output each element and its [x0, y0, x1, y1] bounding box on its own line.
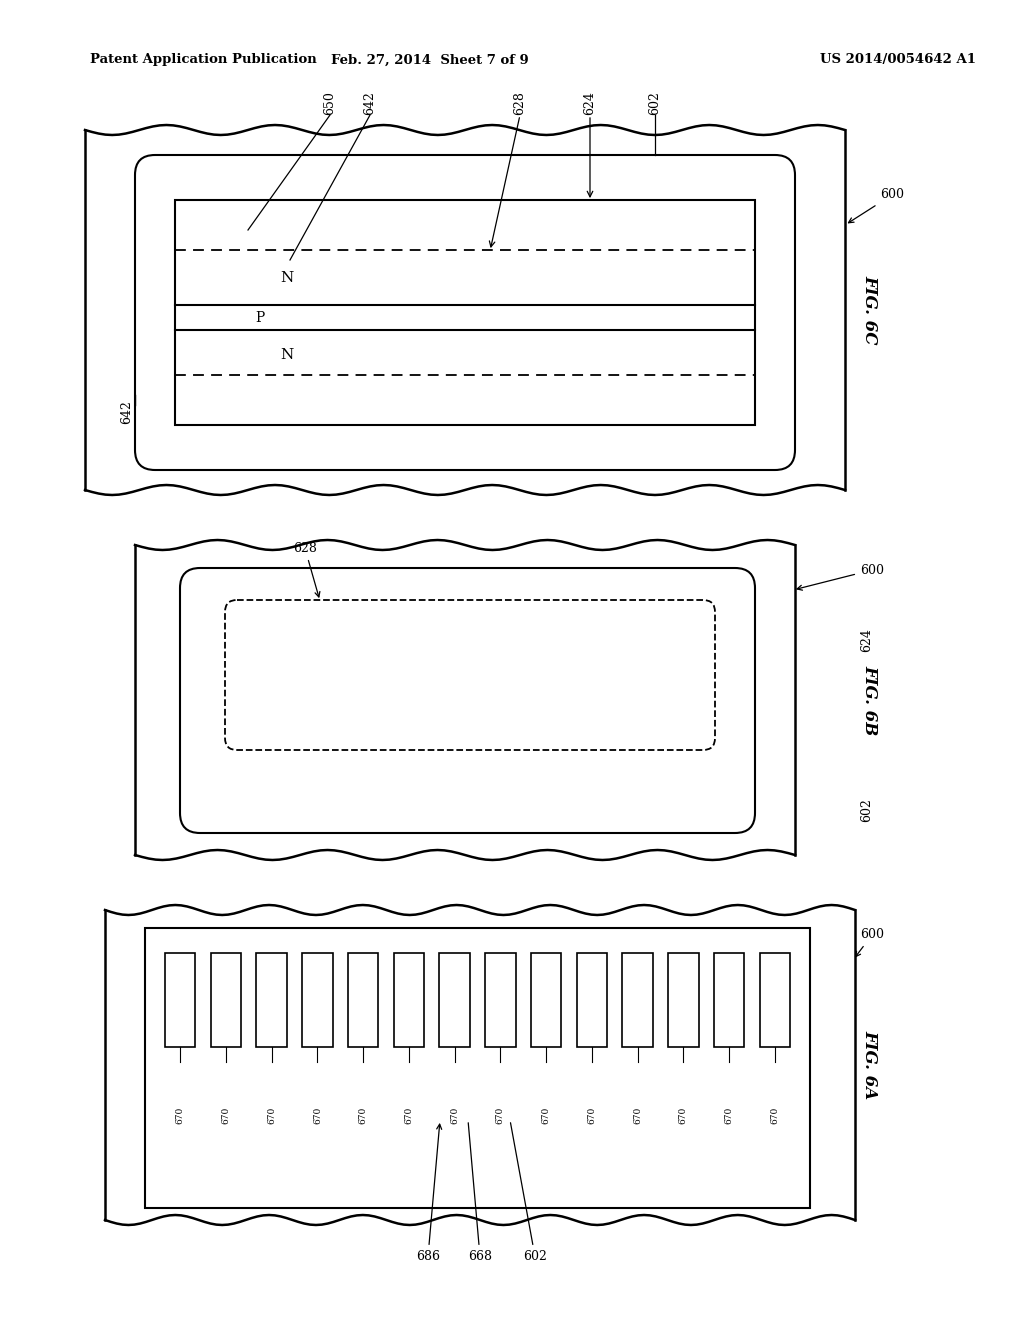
Text: 668: 668	[468, 1123, 492, 1263]
Text: 624: 624	[584, 91, 597, 115]
Text: P: P	[255, 312, 264, 325]
Text: 670: 670	[313, 1106, 322, 1123]
Bar	[256, 953, 287, 1047]
Text: 602: 602	[860, 799, 873, 822]
Text: 670: 670	[221, 1106, 230, 1123]
Text: 670: 670	[770, 1106, 779, 1123]
Text: 670: 670	[496, 1106, 505, 1123]
Text: N: N	[280, 271, 293, 285]
Bar	[348, 953, 379, 1047]
Bar	[623, 953, 653, 1047]
Text: 670: 670	[542, 1106, 551, 1123]
Bar	[175, 201, 755, 425]
Text: 670: 670	[633, 1106, 642, 1123]
Text: Patent Application Publication: Patent Application Publication	[90, 54, 316, 66]
Text: 602: 602	[511, 1123, 547, 1263]
Bar	[485, 953, 516, 1047]
Bar	[165, 953, 196, 1047]
Bar	[577, 953, 607, 1047]
Text: FIG. 6B: FIG. 6B	[861, 665, 879, 735]
Bar	[302, 953, 333, 1047]
Text: 686: 686	[416, 1125, 441, 1263]
Bar	[145, 928, 810, 1208]
Text: N: N	[280, 348, 293, 362]
Text: 624: 624	[860, 628, 873, 652]
Text: 670: 670	[451, 1106, 459, 1123]
Text: 650: 650	[324, 91, 337, 115]
Text: FIG. 6A: FIG. 6A	[861, 1031, 879, 1100]
Text: 670: 670	[176, 1106, 184, 1123]
Text: 670: 670	[679, 1106, 688, 1123]
Bar	[530, 953, 561, 1047]
Bar	[760, 953, 790, 1047]
Text: 642: 642	[120, 400, 133, 424]
Text: 670: 670	[358, 1106, 368, 1123]
Bar	[668, 953, 698, 1047]
Text: 600: 600	[797, 564, 884, 590]
Text: Feb. 27, 2014  Sheet 7 of 9: Feb. 27, 2014 Sheet 7 of 9	[331, 54, 528, 66]
Text: 600: 600	[849, 189, 904, 223]
Text: 670: 670	[725, 1106, 733, 1123]
Bar	[439, 953, 470, 1047]
Text: 600: 600	[855, 928, 884, 957]
Text: 670: 670	[404, 1106, 414, 1123]
Bar	[714, 953, 744, 1047]
Text: 628: 628	[513, 91, 526, 115]
Bar	[393, 953, 424, 1047]
Text: 628: 628	[293, 543, 319, 597]
Bar	[211, 953, 242, 1047]
Text: 602: 602	[648, 91, 662, 115]
Text: FIG. 6C: FIG. 6C	[861, 276, 879, 345]
Text: 670: 670	[588, 1106, 596, 1123]
Text: US 2014/0054642 A1: US 2014/0054642 A1	[820, 54, 976, 66]
Text: 642: 642	[364, 91, 377, 115]
Text: 670: 670	[267, 1106, 276, 1123]
